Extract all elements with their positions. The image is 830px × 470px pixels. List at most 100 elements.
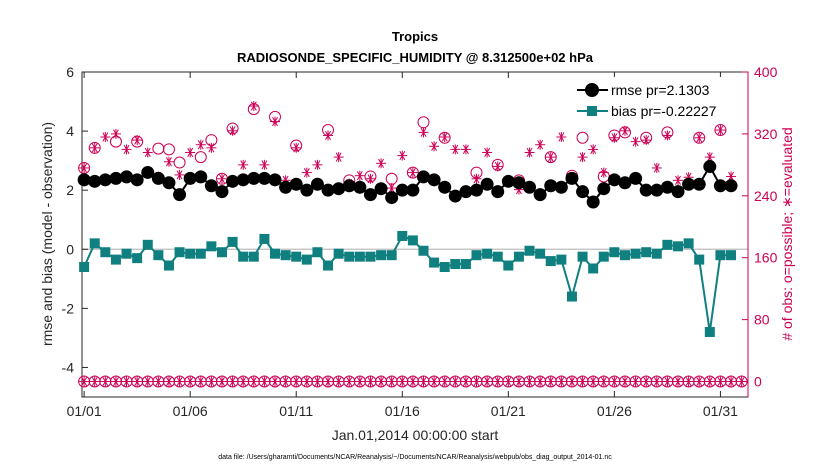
evaluated-point [270,116,281,127]
evaluated-point [100,376,111,387]
rmse-point [607,173,621,187]
bias-point [683,238,694,249]
y-tick-label-left: -2 [62,300,75,316]
y-tick-label-right: 400 [754,64,778,80]
evaluated-point [694,376,705,387]
possible-point [714,124,727,137]
bias-point [312,247,323,258]
series-layer [77,101,748,388]
y-tick-label-right: 240 [754,188,778,204]
bias-point [450,259,461,270]
legend-rmse-marker [585,83,599,97]
rmse-point [512,176,526,190]
evaluated-point [206,376,217,387]
bias-point [429,257,440,268]
evaluated-point [439,132,450,142]
rmse-point [703,160,717,174]
rmse-point [639,183,653,197]
legend-rmse-label: rmse pr=2.1303 [611,82,710,98]
evaluated-point [715,125,726,136]
evaluated-point [715,376,726,387]
bias-point [365,251,376,262]
bias-point [662,239,673,250]
legend: rmse pr=2.1303 bias pr=-0.22227 [572,77,744,122]
evaluated-point [153,376,164,387]
rmse-point [554,180,568,194]
bias-point [630,248,641,259]
chart-title: Tropics [392,29,438,44]
x-tick-label: 01/01 [67,403,102,419]
rmse-point [151,171,165,185]
evaluated-point [89,376,100,387]
evaluated-point [365,376,376,387]
evaluated-point [110,128,121,139]
rmse-point [321,183,335,197]
bias-point [588,263,599,274]
bias-point [471,250,482,261]
rmse-point [565,171,579,185]
evaluated-point [121,376,132,387]
evaluated-point [195,376,206,387]
evaluated-point [492,376,503,387]
y-tick-label-right: 0 [754,374,762,390]
bias-point [407,235,418,246]
evaluated-point [556,376,567,387]
bias-point [386,250,397,261]
evaluated-point [673,175,684,186]
rmse-point [533,188,547,202]
rmse-point [448,189,462,203]
possible-point [576,131,589,144]
rmse-point [236,173,250,187]
evaluated-point [270,376,281,387]
rmse-point [544,179,558,193]
evaluated-point [619,376,630,387]
possible-point [194,151,207,164]
bias-point [651,248,662,259]
bias-point [142,239,153,250]
evaluated-point [641,376,652,387]
evaluated-point [566,376,577,387]
evaluated-point [460,376,471,387]
bias-point [259,233,270,244]
evaluated-point [407,167,418,178]
bias-point [280,250,291,261]
bias-point [270,248,281,259]
rmse-point [310,177,324,191]
evaluated-point [429,141,440,152]
evaluated-point [651,162,662,173]
bias-point [598,251,609,262]
evaluated-point [110,376,121,387]
evaluated-point [450,376,461,387]
evaluated-point [598,167,609,178]
evaluated-point [397,150,408,161]
evaluated-point [301,167,312,178]
x-tick-label: 01/21 [491,403,526,419]
evaluated-point [503,376,514,387]
bias-point [238,251,249,262]
bias-point [619,250,630,261]
evaluated-point [365,173,376,184]
rmse-point [247,171,261,185]
possible-point [693,131,706,144]
evaluated-point [662,376,673,387]
evaluated-point [354,170,365,181]
y-tick-label-left: 4 [66,123,74,139]
evaluated-point [142,376,153,387]
bias-point [344,251,355,262]
bias-point [301,254,312,265]
evaluated-point [333,152,344,163]
evaluated-point [163,376,174,387]
rmse-point [183,171,197,185]
evaluated-point [535,139,546,150]
evaluated-point [619,125,630,136]
bias-point [492,251,503,262]
rmse-point [374,182,388,196]
evaluated-point [609,132,620,143]
x-tick-label: 01/11 [279,403,313,419]
bias-point [216,247,227,258]
footer-data-file: data file: /Users/gharamti/Documents/NCA… [218,454,612,461]
rmse-point [257,171,271,185]
evaluated-point [323,130,334,141]
evaluated-point [471,173,482,184]
